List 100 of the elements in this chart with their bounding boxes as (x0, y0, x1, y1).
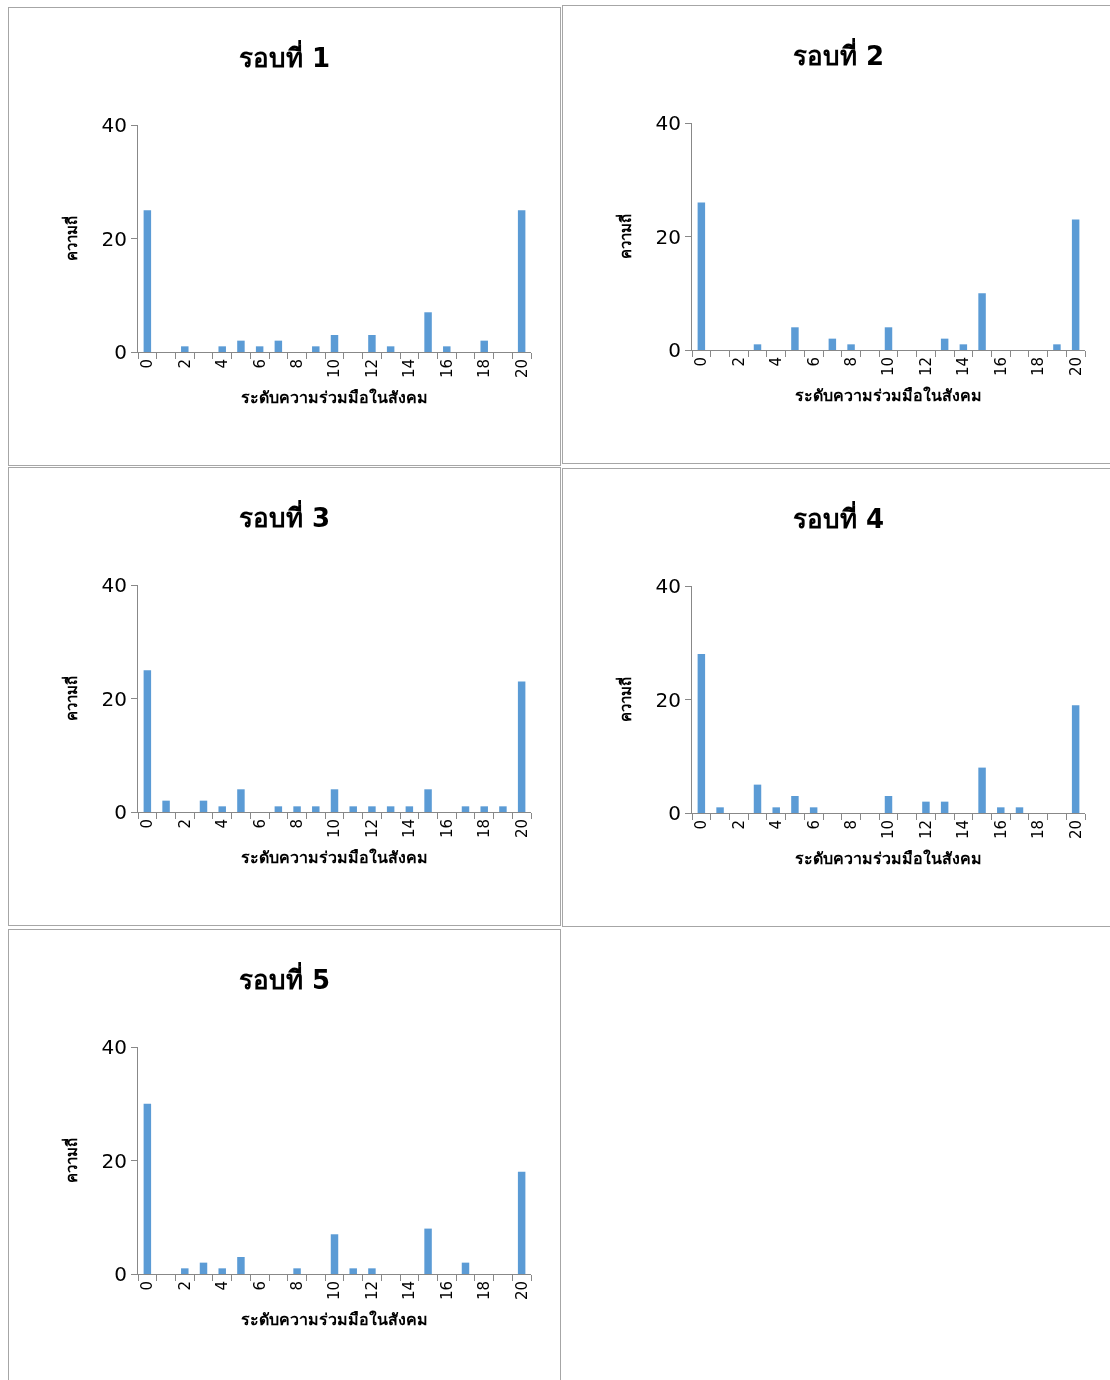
x-tick-label: 2 (729, 820, 748, 830)
x-tick-label: 12 (362, 1281, 381, 1301)
bar (181, 346, 189, 352)
x-tick-label: 4 (767, 357, 786, 367)
x-tick-label: 16 (991, 820, 1010, 840)
bar (349, 1268, 357, 1274)
x-tick-label: 2 (175, 359, 194, 369)
x-tick-label: 4 (213, 819, 232, 829)
x-tick-label: 16 (437, 1281, 456, 1301)
bar (940, 338, 949, 350)
bar (386, 806, 395, 812)
bar (978, 293, 986, 350)
x-tick-label: 18 (1029, 357, 1048, 377)
x-tick-label: 18 (475, 1281, 494, 1301)
bar (772, 807, 780, 813)
bar (349, 806, 357, 812)
bar (809, 807, 818, 813)
chart-title: รอบที่ 3 (238, 499, 331, 534)
bar (480, 806, 488, 812)
x-tick-label: 6 (250, 1281, 269, 1291)
bar (255, 346, 264, 352)
x-tick-label: 2 (729, 357, 748, 367)
y-axis-title: ความถี่ (614, 677, 635, 722)
bar (143, 1103, 152, 1274)
bar (368, 1268, 376, 1274)
bar (424, 312, 432, 352)
bar (443, 346, 451, 352)
x-tick-label: 20 (1066, 820, 1085, 840)
bar (753, 344, 762, 350)
x-axis-title: ระดับความร่วมมือในสังคม (241, 847, 428, 867)
bar (368, 334, 376, 352)
bar (517, 681, 526, 812)
bar (716, 807, 724, 813)
bar (828, 338, 837, 350)
y-tick-label: 20 (655, 687, 681, 712)
bar (499, 806, 507, 812)
x-tick-label: 6 (250, 359, 269, 369)
x-tick-label: 8 (287, 819, 306, 829)
x-axis-title: ระดับความร่วมมือในสังคม (241, 387, 428, 407)
bar (199, 1262, 208, 1274)
bar (1071, 219, 1080, 350)
x-tick-label: 10 (325, 1281, 344, 1301)
x-tick-label: 0 (138, 819, 157, 829)
bar (959, 344, 968, 350)
bar (405, 806, 414, 812)
y-tick-label: 20 (101, 686, 127, 711)
bar (461, 806, 470, 812)
x-tick-label: 20 (512, 1281, 531, 1301)
bar (847, 344, 855, 350)
bar (753, 784, 762, 813)
bar (293, 806, 301, 812)
bar (330, 789, 339, 812)
bar (293, 1268, 301, 1274)
x-tick-label: 20 (512, 819, 531, 839)
y-tick-label: 40 (101, 113, 127, 137)
bar (330, 1234, 339, 1274)
bar (997, 807, 1005, 813)
x-tick-label: 18 (475, 359, 494, 379)
x-tick-label: 10 (325, 359, 344, 379)
bar (791, 327, 799, 350)
bar (461, 1262, 470, 1274)
x-tick-label: 10 (879, 357, 898, 377)
bar (162, 800, 170, 812)
x-tick-label: 12 (362, 819, 381, 839)
bar (480, 340, 488, 352)
bar (237, 789, 245, 812)
bar (218, 806, 226, 812)
x-tick-label: 4 (767, 820, 786, 830)
chart-title: รอบที่ 5 (238, 961, 331, 996)
x-tick-label: 12 (916, 357, 935, 377)
y-tick-label: 40 (655, 574, 681, 598)
x-axis-title: ระดับความร่วมมือในสังคม (795, 385, 982, 405)
chart-title: รอบที่ 4 (792, 500, 885, 535)
x-tick-label: 8 (841, 357, 860, 367)
bar (697, 202, 706, 350)
x-tick-label: 6 (804, 820, 823, 830)
bar (312, 806, 320, 812)
x-tick-label: 2 (175, 1281, 194, 1291)
x-tick-label: 18 (1029, 820, 1048, 840)
bar (237, 1256, 245, 1274)
x-tick-label: 2 (175, 819, 194, 829)
x-tick-label: 4 (213, 359, 232, 369)
bar (330, 334, 339, 352)
y-axis-title: ความถี่ (60, 676, 81, 721)
x-tick-label: 20 (1066, 357, 1085, 377)
x-tick-label: 20 (512, 359, 531, 379)
x-axis-title: ระดับความร่วมมือในสังคม (241, 1309, 428, 1329)
chart-title: รอบที่ 2 (792, 37, 885, 72)
x-tick-label: 14 (400, 1281, 419, 1301)
bar (884, 795, 893, 813)
x-tick-label: 0 (138, 1281, 157, 1291)
x-tick-label: 4 (213, 1281, 232, 1291)
y-axis-title: ความถี่ (60, 216, 81, 261)
y-tick-label: 20 (655, 224, 681, 249)
x-tick-label: 12 (362, 359, 381, 379)
bar (940, 801, 949, 813)
x-axis-title: ระดับความร่วมมือในสังคม (795, 848, 982, 868)
bar (274, 806, 283, 812)
x-tick-label: 8 (841, 820, 860, 830)
x-tick-label: 8 (287, 359, 306, 369)
